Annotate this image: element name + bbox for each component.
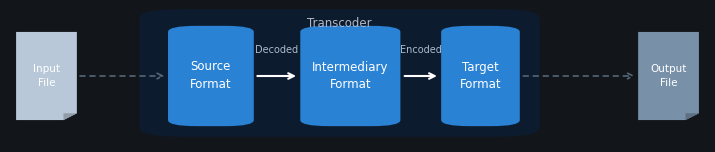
Text: Source
Format: Source Format xyxy=(190,60,232,92)
Polygon shape xyxy=(64,113,77,120)
Text: Target
Format: Target Format xyxy=(460,60,501,92)
FancyBboxPatch shape xyxy=(300,26,400,126)
Text: Decoded: Decoded xyxy=(255,45,298,55)
Text: Intermediary
Format: Intermediary Format xyxy=(312,60,388,92)
Text: Encoded: Encoded xyxy=(400,45,442,55)
Text: Input
File: Input File xyxy=(33,64,60,88)
Text: Output
File: Output File xyxy=(651,64,686,88)
Polygon shape xyxy=(16,32,77,120)
FancyBboxPatch shape xyxy=(441,26,520,126)
Polygon shape xyxy=(638,32,699,120)
FancyBboxPatch shape xyxy=(168,26,254,126)
FancyBboxPatch shape xyxy=(139,9,540,137)
Text: Transcoder: Transcoder xyxy=(307,17,372,31)
Polygon shape xyxy=(686,113,699,120)
